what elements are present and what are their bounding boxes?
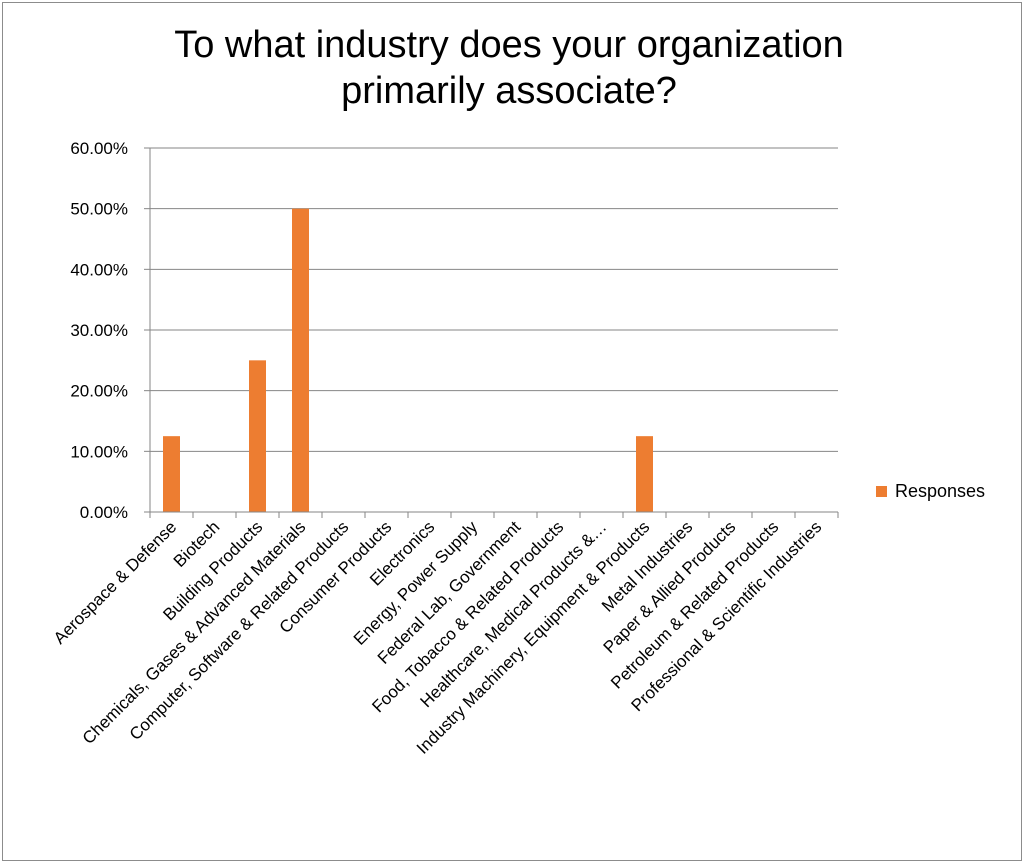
bar xyxy=(292,208,309,512)
y-tick-label: 40.00% xyxy=(70,260,128,279)
y-tick-label: 30.00% xyxy=(70,321,128,340)
gridlines xyxy=(150,147,838,452)
bar xyxy=(163,436,180,512)
y-tick-label: 60.00% xyxy=(70,139,128,158)
axes xyxy=(144,147,839,518)
y-tick-label: 50.00% xyxy=(70,200,128,219)
chart-title-line-1: To what industry does your organization xyxy=(174,24,844,66)
legend-swatch xyxy=(876,486,887,497)
y-tick-labels: 0.00% 10.00% 20.00% 30.00% 40.00% 50.00% 60.00… xyxy=(70,139,128,522)
bar xyxy=(636,436,653,512)
y-tick-label: 0.00% xyxy=(80,503,128,522)
chart-title: To what industry does your organization … xyxy=(0,22,1018,114)
chart-title-line-2: primarily associate? xyxy=(341,70,677,112)
legend: Responses xyxy=(876,481,985,502)
legend-label: Responses xyxy=(895,481,986,501)
y-tick-label: 20.00% xyxy=(70,382,128,401)
bars xyxy=(163,208,653,512)
x-category-label: Aerospace & Defense xyxy=(50,517,180,647)
bar xyxy=(249,360,266,512)
y-tick-label: 10.00% xyxy=(70,442,128,461)
